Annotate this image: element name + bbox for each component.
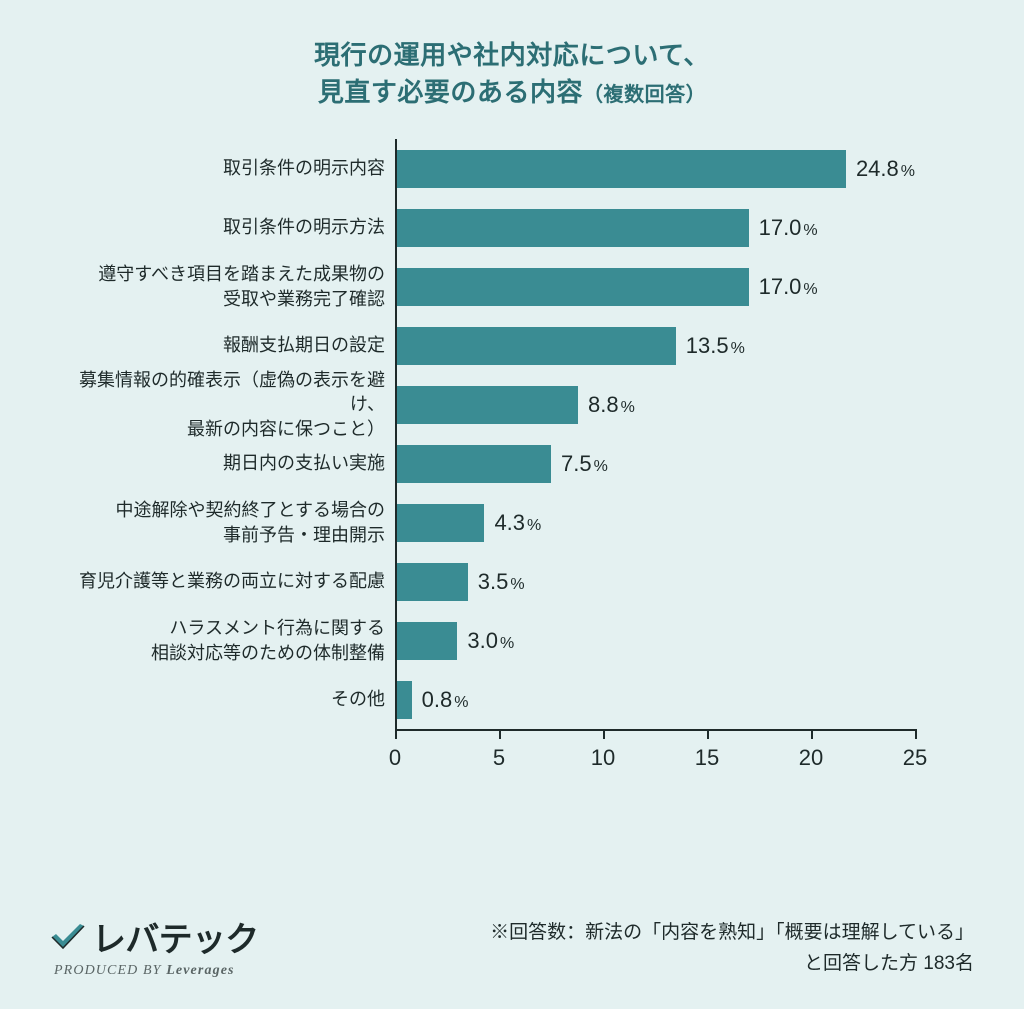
brand-logo: レバテック PRODUCED BY Leverages — [50, 912, 259, 979]
x-tick-label: 10 — [591, 745, 615, 771]
title-line-1: 現行の運用や社内対応について、 — [50, 35, 974, 72]
footer: レバテック PRODUCED BY Leverages ※回答数：新法の「内容を… — [50, 912, 974, 979]
category-label: 遵守すべき項目を踏まえた成果物の受取や業務完了確認 — [50, 262, 395, 311]
x-tick — [603, 729, 605, 739]
x-tick — [811, 729, 813, 739]
x-tick — [499, 729, 501, 739]
footnote: ※回答数：新法の「内容を熟知」「概要は理解している」 と回答した方 183名 — [490, 918, 974, 979]
x-tick-label: 5 — [493, 745, 505, 771]
chart-plot-area: 取引条件の明示内容24.8%取引条件の明示方法17.0%遵守すべき項目を踏まえた… — [50, 139, 974, 907]
title-line-2-main: 見直す必要のある内容 — [318, 77, 583, 107]
x-axis-line — [395, 729, 915, 731]
x-tick-label: 25 — [903, 745, 927, 771]
logo-sub-brand: Leverages — [166, 963, 234, 978]
chart-container: 現行の運用や社内対応について、 見直す必要のある内容（複数回答） 取引条件の明示… — [0, 0, 1024, 1009]
title-line-2: 見直す必要のある内容（複数回答） — [50, 72, 974, 109]
logo-subtext: PRODUCED BY Leverages — [54, 963, 235, 979]
x-tick — [915, 729, 917, 739]
logo-sub-prefix: PRODUCED BY — [54, 963, 166, 978]
x-tick — [707, 729, 709, 739]
x-tick-label: 15 — [695, 745, 719, 771]
logo-main: レバテック — [50, 912, 259, 961]
footnote-line-1: ※回答数：新法の「内容を熟知」「概要は理解している」 — [490, 918, 974, 948]
chart-title: 現行の運用や社内対応について、 見直す必要のある内容（複数回答） — [50, 35, 974, 109]
category-label: 取引条件の明示内容 — [50, 156, 395, 180]
x-tick — [395, 729, 397, 739]
x-tick-label: 0 — [389, 745, 401, 771]
x-axis: 0510152025 — [395, 139, 915, 779]
x-tick-label: 20 — [799, 745, 823, 771]
checkmark-icon — [50, 922, 86, 952]
category-label: ハラスメント行為に関する相談対応等のための体制整備 — [50, 616, 395, 665]
y-axis-line — [395, 139, 397, 729]
title-line-2-paren: （複数回答） — [583, 84, 706, 106]
category-label: 取引条件の明示方法 — [50, 215, 395, 239]
category-label: 期日内の支払い実施 — [50, 451, 395, 475]
category-label: 報酬支払期日の設定 — [50, 333, 395, 357]
logo-text: レバテック — [92, 912, 259, 961]
category-label: 中途解除や契約終了とする場合の事前予告・理由開示 — [50, 498, 395, 547]
footnote-line-2: と回答した方 183名 — [490, 949, 974, 979]
category-label: その他 — [50, 687, 395, 711]
category-label: 育児介護等と業務の両立に対する配慮 — [50, 569, 395, 593]
category-label: 募集情報の的確表示（虚偽の表示を避け、最新の内容に保つこと） — [50, 368, 395, 441]
